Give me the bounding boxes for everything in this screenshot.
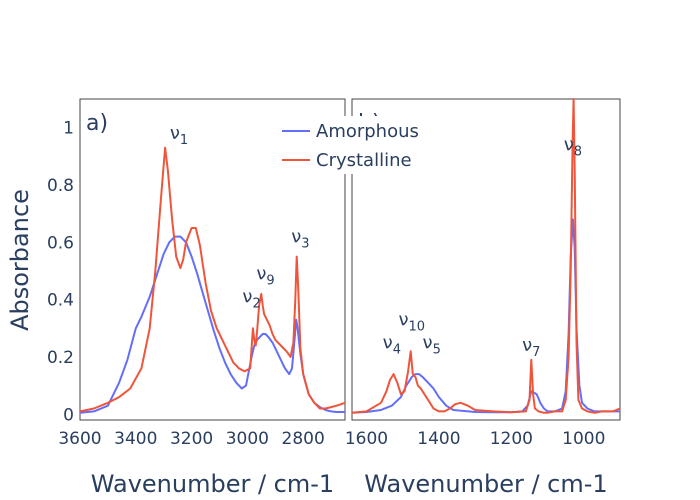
x-tick-label: 1400 <box>417 429 460 449</box>
peak-annotation: ν2 <box>242 286 260 311</box>
plot-frame <box>351 98 621 421</box>
series-line-crystalline <box>79 146 346 413</box>
y-tick-label: 0.2 <box>47 348 74 368</box>
x-tick-label: 3000 <box>226 429 269 449</box>
x-axis-title: Wavenumber / cm-1 <box>91 470 334 498</box>
x-tick-label: 1000 <box>562 429 605 449</box>
peak-annotation: ν4 <box>383 332 401 357</box>
legend-label-amorphous: Amorphous <box>316 121 419 142</box>
legend-background <box>276 116 436 174</box>
y-axis-title: Absorbance <box>6 189 34 331</box>
x-tick-label: 2800 <box>282 429 325 449</box>
series-line-amorphous <box>351 218 620 414</box>
peak-annotation: ν1 <box>170 123 188 148</box>
plot-frame <box>79 98 346 421</box>
peak-annotation: ν8 <box>564 135 582 160</box>
x-tick-label: 1600 <box>345 429 388 449</box>
peak-annotation: ν9 <box>256 264 274 289</box>
y-axis: 0 0.2 0.4 0.6 0.8 1 <box>47 119 74 426</box>
y-tick-label: 0.6 <box>47 233 74 253</box>
y-tick-label: 0.4 <box>47 291 74 311</box>
series-line-crystalline <box>351 98 621 414</box>
x-axis-title: Wavenumber / cm-1 <box>364 470 607 498</box>
peak-annotation: ν5 <box>423 332 441 357</box>
series-line-amorphous <box>79 235 345 414</box>
legend[interactable]: Amorphous Crystalline <box>276 116 436 174</box>
peak-annotation: ν10 <box>398 309 425 334</box>
x-tick-label: 1200 <box>490 429 533 449</box>
y-tick-label: 0 <box>63 405 74 425</box>
x-tick-label: 3200 <box>170 429 213 449</box>
panel-a: 3600 3400 3200 3000 2800 Wavenumber / cm-1 a) ν… <box>58 98 346 498</box>
peak-annotation: ν3 <box>291 226 309 251</box>
x-tick-label: 3400 <box>114 429 157 449</box>
legend-label-crystalline: Crystalline <box>316 150 412 171</box>
y-tick-label: 1 <box>63 119 74 139</box>
x-tick-label: 3600 <box>58 429 101 449</box>
y-tick-label: 0.8 <box>47 176 74 196</box>
panel-label: a) <box>86 111 108 136</box>
peak-annotation: ν7 <box>522 335 540 360</box>
